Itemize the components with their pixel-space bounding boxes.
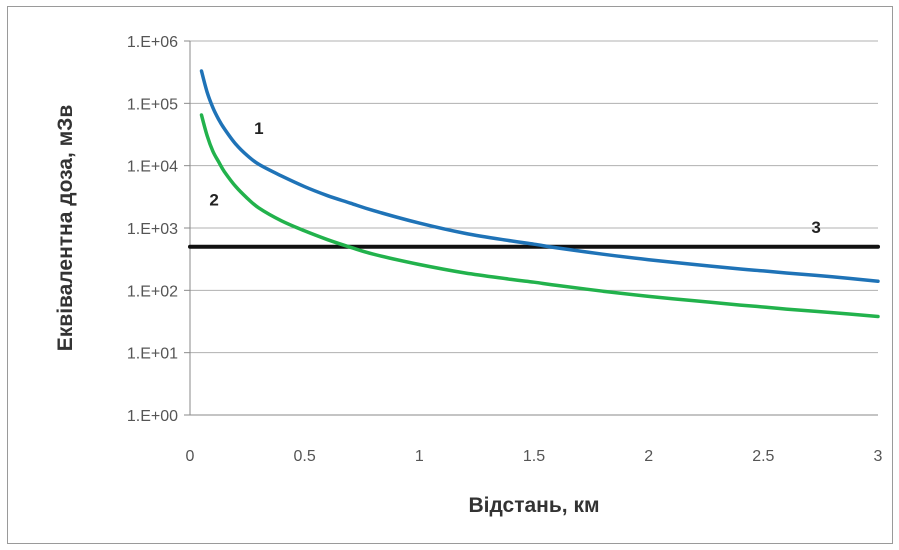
y-tick-label: 1.E+01 bbox=[127, 346, 178, 363]
x-tick-label: 3 bbox=[874, 448, 883, 465]
series-tags: 1 2 3 bbox=[209, 119, 820, 237]
series-1-line bbox=[199, 69, 880, 283]
y-tick-label: 1.E+02 bbox=[127, 283, 178, 300]
x-tick-label: 2 bbox=[644, 448, 653, 465]
y-tick-label: 1.E+06 bbox=[127, 34, 178, 51]
series-group bbox=[188, 69, 880, 319]
y-tick-label: 1.E+04 bbox=[127, 159, 178, 176]
y-axis-title: Еквівалентна доза, мЗв bbox=[54, 105, 77, 352]
series-2-tag: 2 bbox=[209, 190, 218, 209]
y-tick-label: 1.E+05 bbox=[127, 96, 178, 113]
x-tick-label: 1.5 bbox=[523, 448, 545, 465]
gridlines bbox=[190, 40, 878, 354]
series-3-tag: 3 bbox=[811, 218, 820, 237]
tick-labels: 1.E+00 1.E+01 1.E+02 1.E+03 1.E+04 1.E+05 1.E+… bbox=[127, 34, 883, 465]
x-tick-label: 0 bbox=[186, 448, 195, 465]
x-axis-title: Відстань, км bbox=[468, 494, 599, 517]
y-tick-label: 1.E+03 bbox=[127, 221, 178, 238]
series-2-line bbox=[199, 113, 880, 319]
series-1-tag: 1 bbox=[254, 119, 263, 138]
x-tick-label: 0.5 bbox=[294, 448, 316, 465]
x-tick-label: 1 bbox=[415, 448, 424, 465]
chart-frame bbox=[7, 6, 893, 544]
y-tick-label: 1.E+00 bbox=[127, 408, 178, 425]
x-tick-label: 2.5 bbox=[752, 448, 774, 465]
axes bbox=[184, 40, 878, 416]
